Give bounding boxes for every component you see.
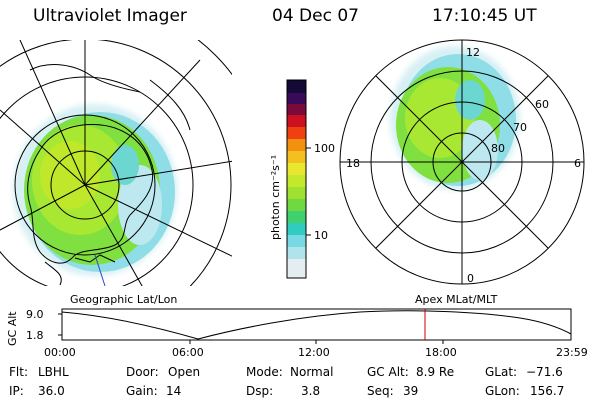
gcalt-key: GC Alt: (367, 365, 409, 379)
gcalt-value: 8.9 Re (416, 365, 455, 379)
dsp-value: 3.8 (301, 384, 321, 398)
auroral-emission-mag (390, 46, 520, 190)
glat-value: −71.6 (526, 365, 563, 379)
meridian-marker (94, 254, 106, 286)
door-key: Door: (126, 365, 159, 379)
dsp-key: Dsp: (246, 384, 274, 398)
longitude-lines (0, 40, 232, 286)
mlt-label-6: 6 (574, 157, 581, 170)
ip-value: 36.0 (38, 384, 65, 398)
colorbar-tick-10: 10 (314, 229, 328, 242)
observation-date: 04 Dec 07 (272, 6, 359, 26)
lat-label-80: 80 (491, 142, 505, 155)
magnetic-polar-plot: 12 18 6 0 60 70 80 (339, 39, 585, 285)
altitude-strip: 9.0 1.8 GC Alt 00:00 06:00 12:00 18:00 2… (6, 308, 588, 359)
altitude-curve (61, 310, 572, 340)
lat-label-70: 70 (513, 121, 527, 134)
geographic-label: Geographic Lat/Lon (70, 293, 177, 306)
geographic-map (0, 40, 232, 286)
colorbar-tick-100: 100 (314, 142, 335, 155)
instrument-title: Ultraviolet Imager (33, 6, 187, 26)
mlt-label-18: 18 (346, 157, 360, 170)
flt-key: Flt: (9, 365, 28, 379)
coastline (27, 64, 191, 286)
ip-key: IP: (9, 384, 24, 398)
lat-label-60: 60 (535, 98, 549, 111)
mode-value: Normal (290, 365, 334, 379)
alt-xtick-0: 00:00 (44, 346, 76, 359)
alt-xtick-1: 06:00 (172, 346, 204, 359)
door-value: Open (168, 365, 201, 379)
seq-value: 39 (403, 384, 419, 398)
glon-key: GLon: (485, 384, 520, 398)
seq-key: Seq: (367, 384, 394, 398)
alt-xtick-4: 23:59 (556, 346, 588, 359)
observation-time: 17:10:45 UT (432, 6, 537, 26)
mlt-label-0: 0 (467, 272, 474, 285)
colorbar: 100 10 photon cm⁻²s⁻¹ (269, 79, 335, 279)
alt-xtick-3: 18:00 (425, 346, 457, 359)
alt-ytick-low: 1.8 (26, 329, 44, 342)
alt-axis-label: GC Alt (6, 311, 19, 346)
colorbar-unit-label: photon cm⁻²s⁻¹ (269, 155, 282, 240)
gain-key: Gain: (126, 384, 158, 398)
apex-label: Apex MLat/MLT (415, 293, 498, 306)
gain-value: 14 (166, 384, 182, 398)
mode-key: Mode: (246, 365, 283, 379)
alt-ytick-high: 9.0 (26, 308, 44, 321)
alt-xtick-2: 12:00 (298, 346, 330, 359)
flt-value: LBHL (38, 365, 69, 379)
mlt-label-12: 12 (466, 46, 480, 59)
glon-value: 156.7 (530, 384, 565, 398)
glat-key: GLat: (485, 365, 518, 379)
